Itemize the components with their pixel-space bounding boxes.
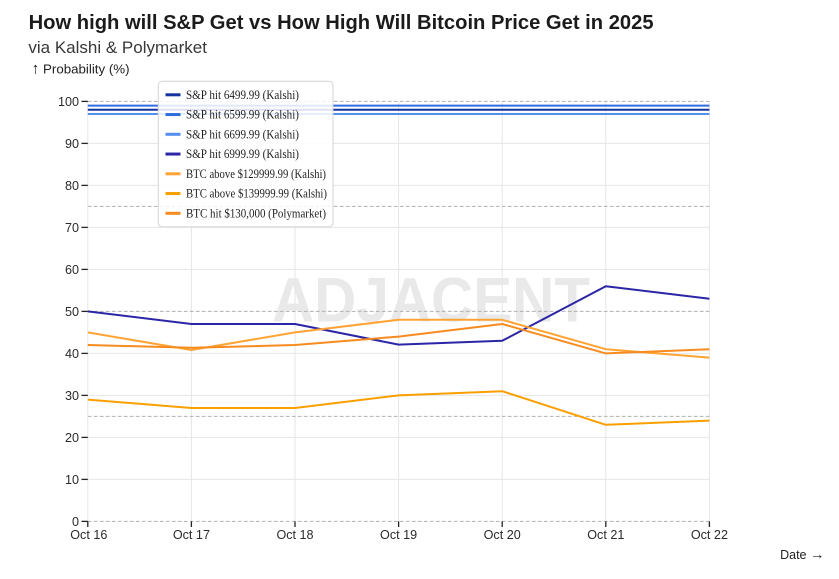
svg-text:S&P hit 6499.99 (Kalshi): S&P hit 6499.99 (Kalshi) — [186, 88, 299, 102]
svg-text:60: 60 — [65, 263, 79, 277]
svg-text:Date →: Date → — [780, 547, 824, 563]
svg-text:BTC hit $130,000 (Polymarket): BTC hit $130,000 (Polymarket) — [186, 206, 326, 220]
svg-text:50: 50 — [65, 305, 79, 319]
svg-text:S&P hit 6599.99 (Kalshi): S&P hit 6599.99 (Kalshi) — [186, 108, 299, 122]
svg-text:How high will S&P Get vs How H: How high will S&P Get vs How High Will B… — [29, 12, 654, 34]
svg-text:40: 40 — [65, 347, 79, 361]
svg-text:70: 70 — [65, 221, 79, 235]
svg-text:Oct 18: Oct 18 — [276, 528, 313, 542]
svg-text:via Kalshi & Polymarket: via Kalshi & Polymarket — [28, 38, 207, 57]
svg-text:20: 20 — [65, 431, 79, 445]
svg-text:ADJACENT: ADJACENT — [272, 265, 590, 335]
svg-text:BTC above $139999.99 (Kalshi): BTC above $139999.99 (Kalshi) — [186, 187, 327, 201]
svg-text:Oct 22: Oct 22 — [691, 528, 728, 542]
svg-text:100: 100 — [58, 95, 79, 109]
svg-text:S&P hit 6699.99 (Kalshi): S&P hit 6699.99 (Kalshi) — [186, 127, 299, 141]
svg-text:30: 30 — [65, 389, 79, 403]
svg-text:10: 10 — [65, 473, 79, 487]
svg-text:S&P hit 6999.99 (Kalshi): S&P hit 6999.99 (Kalshi) — [186, 147, 299, 161]
svg-text:BTC above $129999.99 (Kalshi): BTC above $129999.99 (Kalshi) — [186, 167, 326, 181]
svg-text:90: 90 — [65, 137, 79, 151]
svg-text:Oct 21: Oct 21 — [587, 528, 624, 542]
svg-text:Oct 20: Oct 20 — [484, 528, 521, 542]
svg-text:0: 0 — [72, 515, 79, 529]
svg-text:Oct 17: Oct 17 — [173, 528, 210, 542]
svg-text:80: 80 — [65, 179, 79, 193]
svg-text:Oct 19: Oct 19 — [380, 528, 417, 542]
svg-text:Oct 16: Oct 16 — [70, 528, 107, 542]
svg-text:↑ Probability (%): ↑ Probability (%) — [32, 60, 130, 77]
